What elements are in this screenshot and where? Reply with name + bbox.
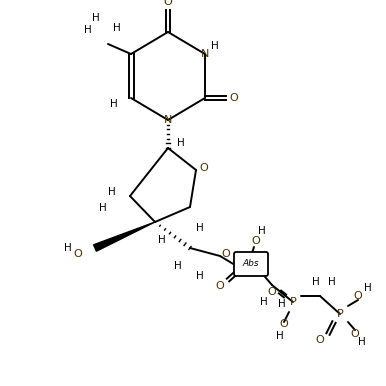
Text: O: O <box>200 163 208 173</box>
Text: H: H <box>158 235 166 245</box>
Text: H: H <box>108 187 116 197</box>
Text: H: H <box>196 223 204 233</box>
Text: H: H <box>328 277 336 287</box>
Text: H: H <box>260 297 268 307</box>
Text: H: H <box>177 138 185 148</box>
Text: H: H <box>92 13 100 23</box>
Text: O: O <box>74 249 82 259</box>
Text: O: O <box>279 319 288 329</box>
Text: H: H <box>99 203 107 213</box>
Text: H: H <box>278 299 286 309</box>
FancyBboxPatch shape <box>234 252 268 276</box>
Text: O: O <box>164 0 173 7</box>
Text: H: H <box>113 23 121 33</box>
Text: O: O <box>222 249 230 259</box>
Text: H: H <box>358 337 366 347</box>
Text: O: O <box>354 291 362 301</box>
Text: O: O <box>267 287 276 297</box>
Text: H: H <box>276 331 284 341</box>
Text: O: O <box>252 236 261 246</box>
Polygon shape <box>94 222 155 251</box>
Text: H: H <box>211 41 219 51</box>
Text: O: O <box>216 281 224 291</box>
Text: O: O <box>316 335 324 345</box>
Text: H: H <box>312 277 320 287</box>
Text: O: O <box>230 93 239 103</box>
Text: O: O <box>350 329 359 339</box>
Text: H: H <box>110 99 118 109</box>
Text: H: H <box>84 25 92 35</box>
Text: N: N <box>164 115 172 125</box>
Text: N: N <box>201 49 209 59</box>
Text: H: H <box>174 261 182 271</box>
Text: P: P <box>337 309 344 319</box>
Text: P: P <box>290 297 296 307</box>
Text: H: H <box>196 271 204 281</box>
Text: H: H <box>364 283 372 293</box>
Text: H: H <box>64 243 72 253</box>
Text: Abs: Abs <box>243 259 259 269</box>
Text: H: H <box>258 226 266 236</box>
